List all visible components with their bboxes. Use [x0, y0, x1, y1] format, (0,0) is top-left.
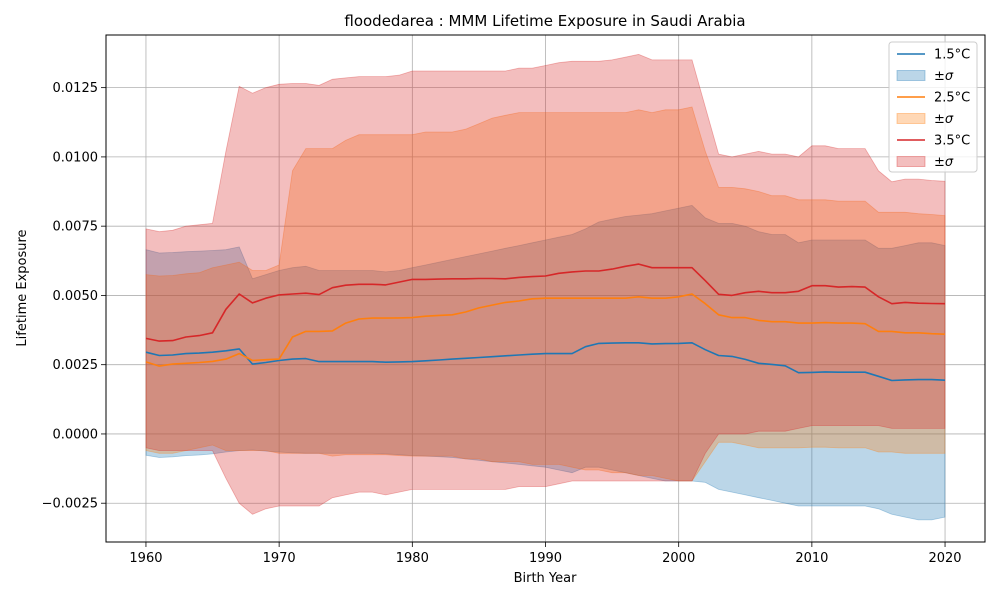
- legend-label: 3.5°C: [934, 134, 970, 149]
- uncertainty-bands: [145, 53, 946, 521]
- y-tick-label: 0.0050: [53, 289, 99, 304]
- x-tick-label: 1980: [396, 551, 429, 566]
- y-tick-label: 0.0125: [53, 81, 99, 96]
- series-lines: [145, 263, 946, 382]
- x-tick-label: 2010: [795, 551, 828, 566]
- x-tick-label: 1990: [529, 551, 562, 566]
- x-tick-label: 1970: [263, 551, 296, 566]
- line-series-3: [145, 263, 946, 342]
- grid: [106, 35, 985, 542]
- y-tick-label: 0.0000: [53, 427, 99, 442]
- band-series-1: [145, 204, 946, 521]
- x-tick-label: 1960: [129, 551, 162, 566]
- y-tick-label: 0.0025: [53, 358, 99, 373]
- line-series-1: [145, 341, 946, 382]
- legend-label: 2.5°C: [934, 91, 970, 106]
- y-tick-label: 0.0075: [53, 220, 99, 235]
- legend-band-swatch: [896, 113, 926, 124]
- legend-band-swatch: [896, 70, 926, 81]
- chart-title: floodedarea : MMM Lifetime Exposure in S…: [344, 12, 745, 30]
- line-series-2: [145, 293, 946, 367]
- legend-band-swatch: [896, 156, 926, 167]
- x-axis-title: Birth Year: [514, 571, 578, 586]
- band-series-3: [145, 53, 946, 515]
- y-axis-title: Lifetime Exposure: [15, 229, 30, 346]
- y-tick-label: −0.0025: [42, 497, 98, 512]
- x-tick-label: 2000: [662, 551, 695, 566]
- legend-band-label: ±σ: [934, 155, 954, 170]
- y-axis-ticks: −0.0025 0.0000 0.0025 0.0050 0.0075 0.0100 0.0…: [42, 81, 106, 512]
- x-axis-ticks: 1960 1970 1980 1990 2000 2010 2020: [129, 542, 962, 566]
- x-tick-label: 2020: [928, 551, 961, 566]
- y-tick-label: 0.0100: [53, 150, 99, 165]
- legend-label: 1.5°C: [934, 48, 970, 63]
- legend-band-label: ±σ: [934, 69, 954, 84]
- legend: 1.5°C ±σ 2.5°C ±σ 3.5°C ±σ: [888, 41, 978, 173]
- band-series-2: [145, 106, 946, 482]
- legend-band-label: ±σ: [934, 112, 954, 127]
